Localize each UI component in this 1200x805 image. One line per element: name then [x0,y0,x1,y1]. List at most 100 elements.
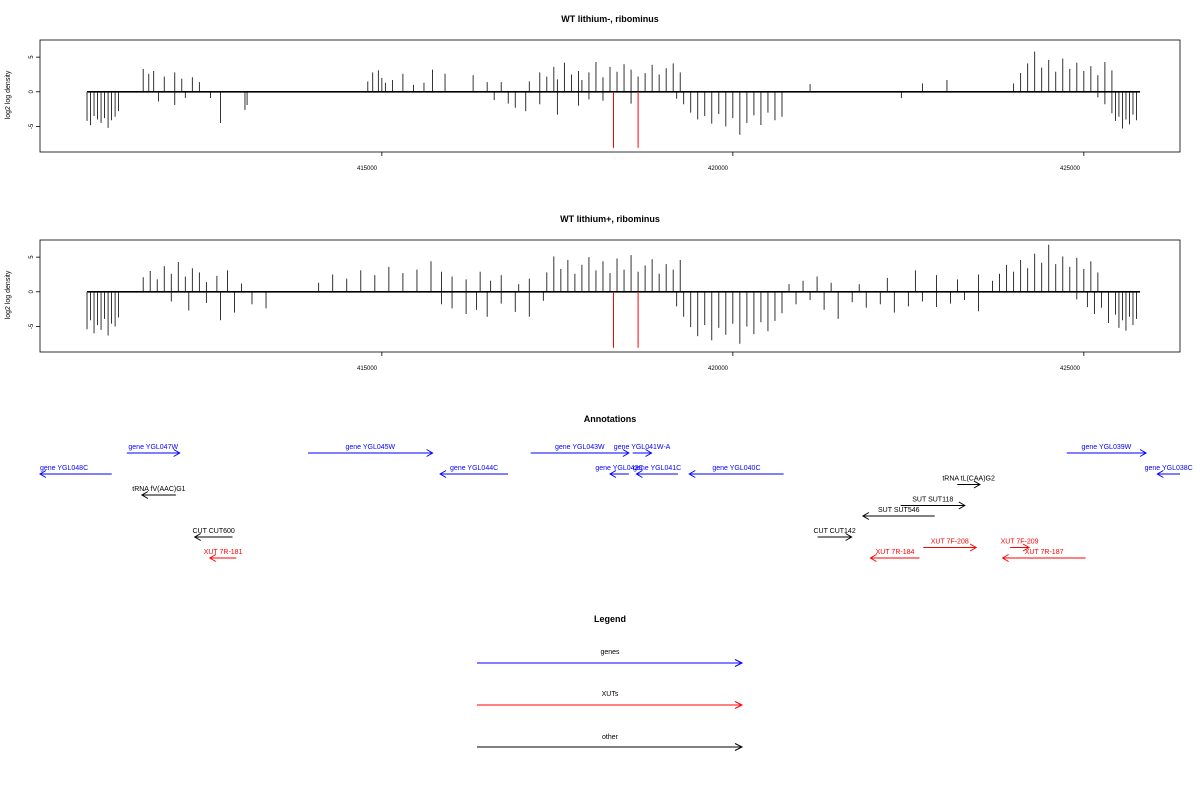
feature-trna-fv-aac-g1: tRNA fV(AAC)G1 [132,486,186,499]
feature-label: gene YGL041W-A [614,444,671,451]
feature-sut-sut118: SUT SUT118 [900,497,966,510]
plot-frame [39,39,1181,153]
x-tick-label-415000: 415000 [357,366,378,372]
x-axis-ticks [381,152,1085,156]
legend-arrow-head [734,743,744,751]
y-tick-label-5: 5 [29,255,35,259]
legend-label: other [602,734,619,741]
x-tick-label-420000: 420000 [708,166,729,172]
feature-label: XUT 7F-209 [1001,539,1039,546]
arrow-head [426,449,434,457]
arrow-head [39,470,47,478]
arrow-head [635,470,643,478]
feature-label: gene YGL043W [555,444,605,451]
y-axis-label: log2 log density [5,70,12,119]
arrow-head [208,554,217,562]
feature-label: XUT 7R-181 [204,549,243,556]
feature-sut-sut546: SUT SUT546 [861,507,935,520]
coverage-panel-lithium-plus: WT lithium+, ribominus log2 log density … [5,214,1181,372]
feature-label: gene YGL044C [450,465,498,472]
arrow-head [688,470,696,478]
legend-arrow [477,659,744,667]
feature-gene-ygl041c: gene YGL041C [633,465,681,478]
feature-arrows: gene YGL048C gene YGL047W tRNA fV(AAC)G1 CU… [39,444,1193,562]
y-tick-label-neg5: -5 [29,323,35,329]
feature-xut-7r-184: XUT 7R-184 [869,549,920,562]
feature-label: CUT CUT142 [813,528,855,535]
feature-cut-cut600: CUT CUT600 [193,528,235,541]
arrow-head [609,470,617,478]
marker-lines [613,291,639,348]
feature-label: SUT SUT546 [878,507,920,514]
arrow-head [645,449,653,457]
arrow-head [193,533,202,541]
arrow-head [1001,554,1009,562]
feature-gene-ygl045w: gene YGL045W [308,444,434,457]
feature-xut-7r-187: XUT 7R-187 [1001,549,1086,562]
arrow-head [1022,543,1030,552]
legend-label: XUTs [602,691,619,698]
y-tick-label-0: 0 [29,89,35,93]
feature-gene-ygl047w: gene YGL047W [126,444,181,457]
legend-arrow-head [734,659,744,667]
arrow-head [173,449,181,457]
feature-label: gene YGL039W [1082,444,1132,451]
feature-label: gene YGL038C [1145,465,1193,472]
arrow-head [1139,449,1148,457]
arrow-head [958,501,966,510]
marker-lines [613,91,639,148]
arrow-head [622,449,630,457]
legend-item-xuts: XUTs [477,691,744,709]
feature-label: tRNA tL(CAA)G2 [942,476,995,483]
y-tick-label-0: 0 [29,289,35,293]
y-axis-label: log2 log density [5,270,12,319]
feature-trna-tl-caa-g2: tRNA tL(CAA)G2 [942,476,995,489]
y-axis-ticks [36,56,40,127]
x-tick-label-415000: 415000 [357,166,378,172]
panel-title: WT lithium+, ribominus [560,214,660,224]
feature-gene-ygl043w: gene YGL043W [530,444,630,457]
feature-label: tRNA fV(AAC)G1 [132,486,185,493]
y-tick-label-5: 5 [29,55,35,59]
legend-arrow-head [734,701,744,709]
plot-frame [39,239,1181,353]
arrow-head [861,512,870,520]
feature-gene-ygl044c: gene YGL044C [439,465,509,478]
x-tick-label-420000: 420000 [708,366,729,372]
feature-gene-ygl041w-a: gene YGL041W-A [614,444,671,457]
feature-label: gene YGL045W [345,444,395,451]
feature-gene-ygl040c: gene YGL040C [688,465,784,478]
arrow-head [845,533,853,541]
feature-label: gene YGL047W [128,444,178,451]
legend-arrow [477,701,744,709]
legend: Legend genes XUTs other [477,614,744,751]
feature-gene-ygl039w: gene YGL039W [1066,444,1148,457]
feature-label: SUT SUT118 [912,497,953,504]
panel-title: WT lithium-, ribominus [561,14,659,24]
annotations-track: Annotations gene YGL048C gene YGL047W tRNA… [39,414,1193,562]
feature-label: XUT 7F-208 [931,539,969,546]
feature-label: gene YGL048C [40,465,88,472]
legend-label: genes [600,649,620,656]
feature-label: XUT 7R-184 [876,549,915,556]
feature-label: gene YGL042C [595,465,643,472]
feature-gene-ygl048c: gene YGL048C [39,465,112,478]
y-tick-label-neg5: -5 [29,123,35,129]
feature-cut-cut142: CUT CUT142 [813,528,856,541]
feature-label: XUT 7R-187 [1025,549,1064,556]
arrow-head [140,491,149,499]
arrow-head [969,543,978,552]
arrow-head [1156,470,1164,478]
arrow-head [869,554,877,562]
feature-xut-7f-209: XUT 7F-209 [1001,539,1039,552]
feature-gene-ygl038c: gene YGL038C [1145,465,1193,478]
legend-item-genes: genes [477,649,744,667]
x-tick-label-425000: 425000 [1060,366,1081,372]
feature-label: CUT CUT600 [193,528,235,535]
legend-title: Legend [594,614,626,624]
feature-xut-7f-208: XUT 7F-208 [923,539,978,552]
annotations-title: Annotations [584,414,637,424]
legend-arrow [477,743,744,751]
